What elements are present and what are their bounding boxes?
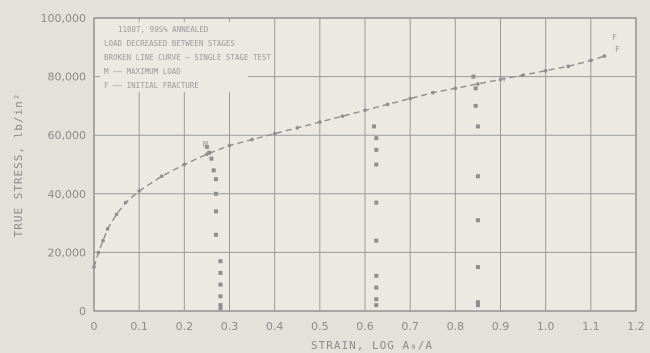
stage-point	[473, 86, 478, 91]
x-tick-label: 0.5	[311, 320, 329, 333]
annotation-line-1: 1100T, 99S% ANNEALED	[118, 25, 209, 34]
curve-point	[602, 54, 607, 58]
curve-point	[182, 162, 187, 167]
single-stage-curve	[93, 55, 605, 268]
stage-point	[374, 297, 379, 302]
curve-point	[137, 189, 141, 193]
stage-point	[207, 150, 212, 155]
x-tick-label: 0.4	[266, 320, 284, 333]
curve-point	[363, 108, 367, 113]
annotation-line-4: M —— MAXIMUM LOAD	[104, 67, 181, 76]
stage-point	[374, 136, 379, 141]
y-axis-label: TRUE STRESS, lb/in²	[12, 93, 25, 238]
stage-point	[475, 300, 480, 305]
curve-point	[385, 102, 390, 107]
x-tick-label: 0.6	[356, 320, 374, 333]
data-series	[92, 54, 607, 311]
x-tick-label: 0	[91, 320, 98, 333]
stage-point	[211, 168, 216, 173]
curve-point	[250, 137, 254, 142]
curve-point	[430, 90, 435, 95]
stage-point	[213, 232, 218, 237]
x-tick-label: 0.2	[176, 320, 194, 333]
x-tick-label: 0.3	[221, 320, 239, 333]
y-tick-label: 40,000	[48, 188, 87, 201]
curve-point	[105, 227, 110, 231]
stage-point	[218, 259, 223, 264]
curve-point	[318, 120, 322, 124]
annotation-box: 1100T, 99S% ANNEALED LOAD DECREASED BETW…	[100, 22, 272, 92]
curve-point	[101, 238, 105, 243]
curve-point	[498, 77, 503, 82]
curve-point	[272, 131, 277, 136]
curve-point	[295, 126, 300, 130]
stage-point	[374, 238, 379, 243]
stage-point	[475, 303, 480, 308]
curve-point	[521, 73, 525, 77]
fracture-marker-1: F	[612, 33, 617, 42]
y-tick-label: 0	[79, 305, 86, 318]
curve-point	[123, 200, 128, 205]
curve-point	[114, 212, 119, 217]
curve-point	[543, 68, 548, 73]
y-tick-label: 20,000	[48, 246, 87, 259]
stage-point	[213, 209, 218, 214]
curve-point	[227, 143, 232, 148]
max-load-marker-stage1: M	[203, 140, 208, 149]
curve-point	[566, 64, 571, 69]
y-tick-label: 100,000	[41, 12, 87, 25]
x-axis-label: STRAIN, LOG A₀/A	[311, 339, 433, 352]
curve-point	[408, 96, 412, 101]
x-tick-label: 1.2	[627, 320, 645, 333]
curve-point	[96, 250, 101, 255]
x-tick-label: 0.9	[492, 320, 510, 333]
curve-point	[92, 265, 96, 269]
tick-labels: 0 0.1 0.2 0.3 0.4 0.5 0.6 0.7 0.8 0.9 1.0 1.1 1.2 0 20…	[41, 12, 645, 333]
curve-point	[340, 114, 345, 118]
stage-point	[213, 177, 218, 182]
curve-point	[476, 82, 480, 86]
stage-point	[218, 282, 223, 287]
stage-point	[475, 124, 480, 129]
stage-point	[374, 285, 379, 290]
stage-point	[475, 218, 480, 223]
x-tick-label: 0.1	[130, 320, 148, 333]
y-tick-label: 60,000	[48, 129, 87, 142]
x-tick-label: 0.7	[401, 320, 419, 333]
stage-point	[374, 162, 379, 167]
stage-point	[374, 147, 379, 152]
stage-point	[218, 294, 223, 299]
stage-point	[475, 265, 480, 270]
stage-point	[473, 103, 478, 108]
stage-point	[372, 124, 377, 129]
stage-point	[213, 191, 218, 196]
y-tick-label: 80,000	[48, 71, 87, 84]
stage-point	[204, 144, 209, 149]
x-tick-label: 1.1	[582, 320, 600, 333]
stage-point	[218, 270, 223, 275]
stage-point	[209, 156, 214, 161]
curve-point	[589, 58, 593, 63]
annotation-line-5: F —— INITIAL FRACTURE	[104, 81, 199, 90]
stage-point	[374, 273, 379, 278]
fracture-marker-2: F	[615, 45, 620, 54]
stage-point	[374, 200, 379, 205]
curve-point	[159, 174, 164, 179]
stage-point	[218, 303, 223, 308]
x-tick-label: 1.0	[537, 320, 555, 333]
stage-point	[218, 306, 223, 311]
x-tick-label: 0.8	[447, 320, 465, 333]
annotation-line-2: LOAD DECREASED BETWEEN STAGES	[104, 39, 235, 48]
max-load-marker: M	[500, 75, 505, 84]
stage-point	[475, 174, 480, 179]
annotation-line-3: BROKEN LINE CURVE — SINGLE STAGE TEST	[104, 53, 272, 62]
stage-point	[374, 303, 379, 308]
curve-point	[453, 86, 458, 91]
stage-point	[471, 74, 476, 79]
